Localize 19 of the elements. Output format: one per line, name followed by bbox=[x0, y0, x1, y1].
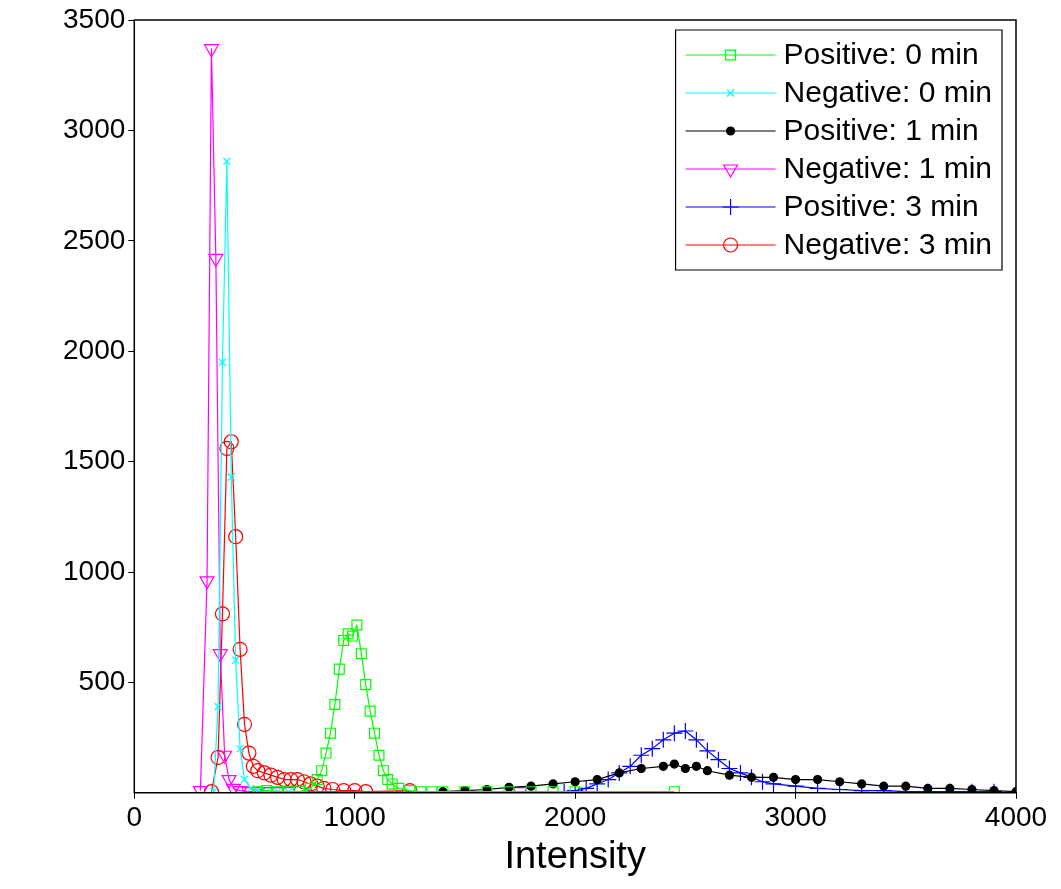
legend-label: Positive: 0 min bbox=[783, 37, 979, 71]
y-tick-label: 1500 bbox=[62, 444, 126, 476]
y-tick-label: 1000 bbox=[62, 554, 126, 586]
y-tick-label: 2500 bbox=[62, 223, 126, 255]
y-tick-label: 500 bbox=[78, 665, 126, 697]
x-axis-title: Intensity bbox=[504, 833, 646, 876]
legend-label: Negative: 0 min bbox=[783, 75, 992, 109]
legend-label: Positive: 3 min bbox=[783, 189, 979, 223]
legend-label: Negative: 3 min bbox=[783, 227, 992, 261]
legend-label: Negative: 1 min bbox=[783, 151, 992, 185]
x-tick-label: 4000 bbox=[984, 801, 1048, 833]
x-tick-label: 0 bbox=[126, 801, 143, 833]
x-tick-label: 2000 bbox=[544, 801, 607, 833]
y-tick-label: 3500 bbox=[62, 2, 126, 34]
y-tick-label: 3000 bbox=[62, 113, 126, 145]
x-tick-label: 3000 bbox=[764, 801, 827, 833]
x-tick-label: 1000 bbox=[323, 801, 386, 833]
legend-label: Positive: 1 min bbox=[783, 113, 979, 147]
y-tick-label: 2000 bbox=[62, 333, 126, 365]
